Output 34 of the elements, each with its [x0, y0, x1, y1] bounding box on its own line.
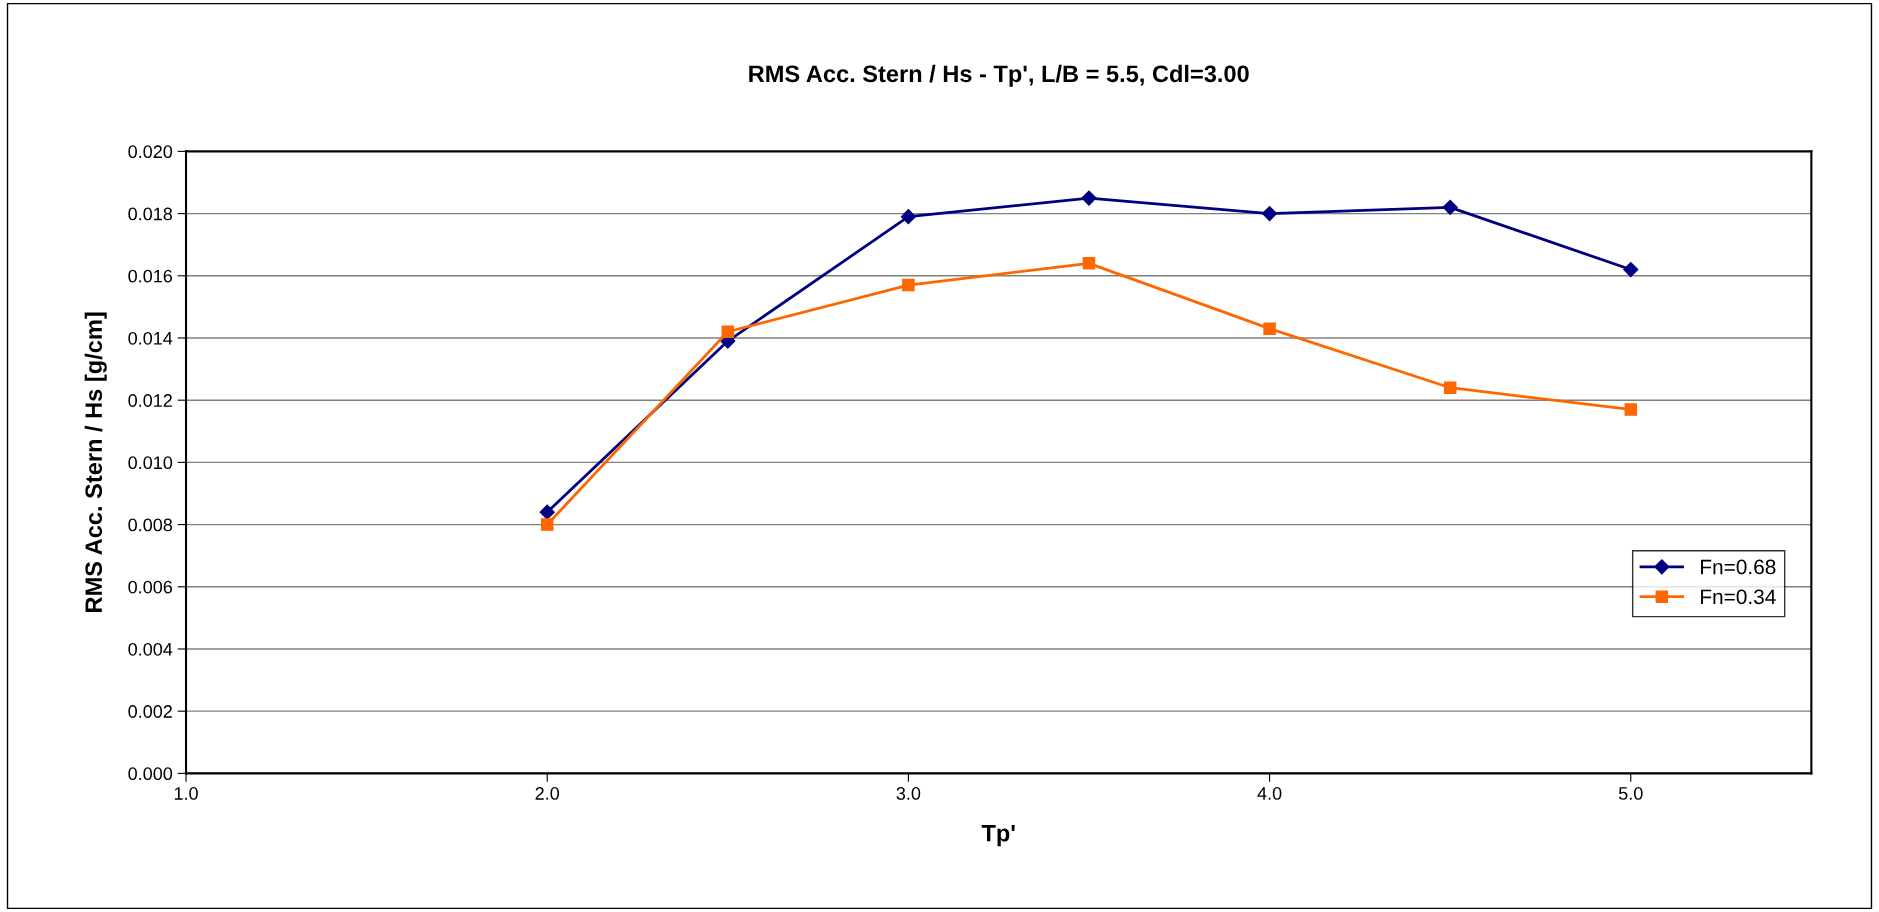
y-tick-label: 0.016	[128, 269, 173, 283]
legend-label: Fn=0.34	[1701, 589, 1776, 605]
x-tick-label: 5.0	[1618, 787, 1643, 800]
point	[1081, 190, 1097, 206]
point	[1442, 199, 1458, 215]
y-axis-title: RMS Acc. Stern / Hs [g/cm]	[84, 312, 107, 612]
y-tick-label: 0.002	[128, 705, 172, 718]
point	[900, 209, 916, 225]
point	[902, 278, 915, 292]
chart-title: RMS Acc. Stern / Hs - Tp', L/B = 5.5, Cdl=3.00	[749, 64, 1249, 87]
y-tick-label: 0.018	[128, 207, 173, 221]
x-tick-label: 2.0	[535, 787, 560, 800]
point	[1443, 381, 1457, 394]
point	[1623, 261, 1639, 278]
point	[1262, 206, 1278, 222]
x-axis-title: Tp'	[981, 825, 1015, 847]
x-tick-label: 4.0	[1257, 787, 1282, 800]
y-tick-label: 0.020	[128, 145, 173, 159]
x-tick-label: 1.0	[174, 787, 198, 800]
y-tick-label: 0.000	[128, 767, 173, 781]
y-tick-label: 0.006	[128, 580, 173, 594]
point	[721, 325, 735, 339]
point	[1082, 257, 1096, 270]
y-tick-label: 0.014	[128, 331, 173, 345]
y-tick-label: 0.010	[128, 456, 173, 470]
y-tick-label: 0.012	[128, 394, 172, 407]
point	[540, 518, 554, 531]
point	[1263, 322, 1276, 335]
y-tick-label: 0.004	[128, 642, 173, 656]
point	[1624, 403, 1638, 416]
legend-label: Fn=0.68	[1701, 559, 1776, 575]
point	[539, 504, 555, 520]
x-tick-label: 3.0	[896, 787, 921, 800]
y-tick-label: 0.008	[128, 518, 173, 532]
